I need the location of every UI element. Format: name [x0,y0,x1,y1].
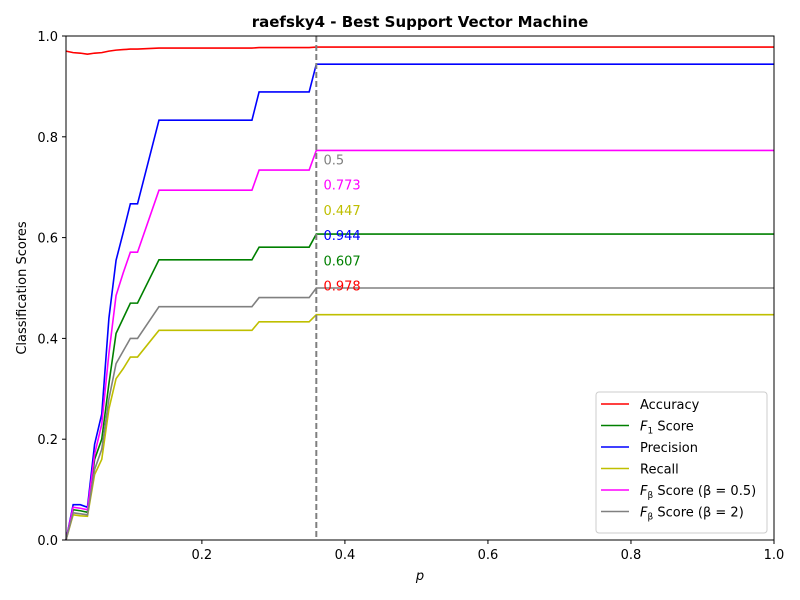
legend-label-5: Fβ Score (β = 2) [640,506,744,523]
y-axis: 0.0 0.2 0.4 0.6 0.8 1.0 [37,30,66,549]
series-line-5 [65,287,774,541]
y-axis-label: Classification Scores [15,221,30,355]
y-tick-label: 1.0 [37,30,58,45]
x-axis: 0.2 0.4 0.6 0.8 1.0 [192,540,785,563]
x-tick-label: 0.6 [478,548,499,563]
plot-frame [65,35,775,541]
value-annotation-4: 0.607 [323,254,360,269]
x-axis-label: p [415,569,424,584]
y-tick-label: 0.2 [37,433,58,448]
y-tick-label: 0.0 [37,534,58,549]
series-line-1 [65,233,774,541]
legend-label-3: Recall [640,463,679,478]
x-tick-label: 0.8 [621,548,642,563]
series-layer [65,46,774,541]
series-line-0 [65,46,774,55]
value-annotation-3: 0.944 [323,229,360,244]
annotation-layer: 0.5 0.773 0.447 0.944 0.607 0.978 [323,153,360,294]
y-tick-label: 0.4 [37,332,58,347]
legend-label-1: F1 Score [640,420,694,437]
value-annotation-1: 0.773 [323,179,360,194]
series-line-3 [65,313,774,541]
value-annotation-5: 0.978 [323,279,360,294]
legend-label-4: Fβ Score (β = 0.5) [640,484,756,501]
x-tick-label: 1.0 [764,548,785,563]
legend-label-0: Accuracy [640,398,700,413]
value-annotation-2: 0.447 [323,204,360,219]
y-tick-label: 0.8 [37,131,58,146]
series-line-2 [65,63,774,541]
series-line-4 [65,149,774,541]
value-annotation-0: 0.5 [323,153,344,168]
legend-label-2: Precision [640,441,698,456]
legend-box [595,391,768,534]
legend: Accuracy F1 Score Precision Recall Fβ Score … [595,391,768,534]
y-tick-label: 0.6 [37,232,58,247]
chart-title: raefsky4 - Best Support Vector Machine [252,13,589,31]
x-tick-label: 0.4 [335,548,356,563]
x-tick-label: 0.2 [192,548,213,563]
